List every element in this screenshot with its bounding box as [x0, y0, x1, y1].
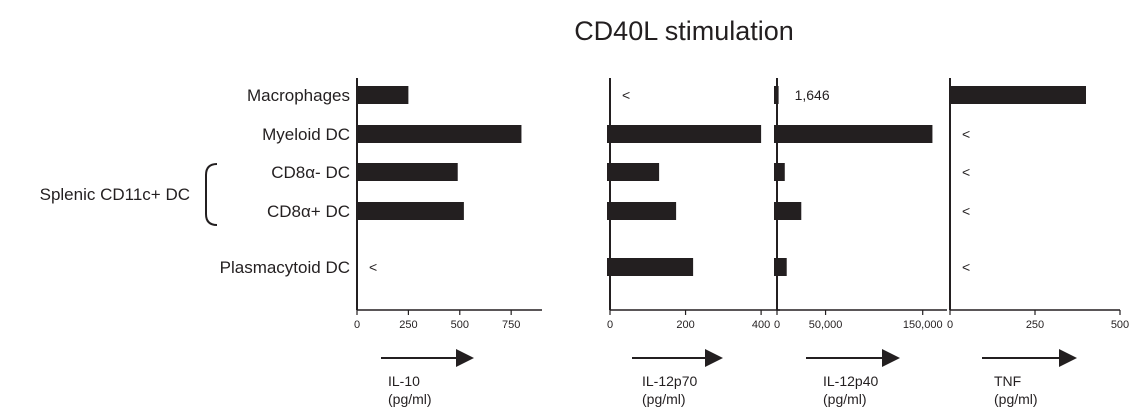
bar-il-12p40-cd8-dc: [774, 163, 785, 181]
arrow-head-tnf: [1059, 349, 1077, 367]
bar-il-12p70-myeloid-dc: [607, 125, 762, 143]
bar-il-12p40-macrophages: [774, 86, 779, 104]
tick-label-tnf: 0: [947, 319, 953, 331]
bar-il-12p40-plasmacytoid-dc: [774, 258, 787, 276]
panel-tnf: 0 250 500 < < < < TNF (pg/ml): [947, 78, 1129, 407]
tick-label-il-10: 0: [354, 319, 360, 331]
bar-il-10-cd8-dc: [357, 202, 464, 220]
arrow-head-il-10: [456, 349, 474, 367]
annotation-tnf-plasmacytoid-dc: <: [962, 259, 970, 275]
annotation-il-12p70-macrophages: <: [622, 87, 630, 103]
chart-title: CD40L stimulation: [574, 16, 794, 46]
chart-panels: Macrophages Myeloid DC CD8α- DC CD8α+ DC Pla…: [220, 78, 1129, 407]
bar-il-10-macrophages: [357, 86, 409, 104]
bar-il-12p40-cd8-dc: [774, 202, 802, 220]
unit-label-il-12p40: (pg/ml): [823, 391, 867, 407]
bar-il-10-cd8-dc: [357, 163, 458, 181]
category-label-cd8-dc: CD8α+ DC: [267, 202, 350, 221]
tick-label-il-12p70: 0: [607, 319, 613, 331]
panel-il-10: 0 250 500 750 < IL-10 (pg/ml): [354, 78, 542, 407]
category-label-cd8-dc: CD8α- DC: [271, 163, 350, 182]
annotation-il-12p40-macrophages: 1,646: [795, 87, 830, 103]
annotation-tnf-cd8-dc: <: [962, 164, 970, 180]
bar-il-12p70-plasmacytoid-dc: [607, 258, 694, 276]
annotation-il-10-plasmacytoid-dc: <: [369, 259, 377, 275]
tick-label-il-10: 250: [399, 319, 417, 331]
arrow-head-il-12p70: [705, 349, 723, 367]
tick-label-tnf: 250: [1026, 319, 1044, 331]
bar-il-12p40-myeloid-dc: [774, 125, 933, 143]
annotation-tnf-myeloid-dc: <: [962, 126, 970, 142]
cytokine-label-il-12p40: IL-12p40: [823, 373, 878, 389]
arrow-head-il-12p40: [882, 349, 900, 367]
panel-il-12p70: 0 200 400 < IL-12p70 (pg/ml): [607, 78, 780, 407]
tick-label-il-12p40: 0: [774, 319, 780, 331]
cytokine-label-tnf: TNF: [994, 373, 1021, 389]
category-label-myeloid-dc: Myeloid DC: [262, 125, 350, 144]
category-label-macrophages: Macrophages: [247, 86, 350, 105]
group-label: Splenic CD11c+ DC: [40, 185, 190, 204]
tick-label-il-12p40: 50,000: [809, 319, 843, 331]
tick-label-il-10: 500: [451, 319, 469, 331]
annotation-tnf-cd8-dc: <: [962, 203, 970, 219]
bar-il-12p70-cd8-dc: [607, 163, 660, 181]
category-label-plasmacytoid-dc: Plasmacytoid DC: [220, 258, 350, 277]
tick-label-il-12p70: 400: [752, 319, 770, 331]
unit-label-tnf: (pg/ml): [994, 391, 1038, 407]
unit-label-il-10: (pg/ml): [388, 391, 432, 407]
cytokine-label-il-10: IL-10: [388, 373, 420, 389]
tick-label-il-12p70: 200: [676, 319, 694, 331]
bar-il-10-myeloid-dc: [357, 125, 522, 143]
tick-label-tnf: 500: [1111, 319, 1129, 331]
group-bracket: [205, 163, 218, 226]
tick-label-il-10: 750: [502, 319, 520, 331]
bar-tnf-macrophages: [950, 86, 1086, 104]
cytokine-label-il-12p70: IL-12p70: [642, 373, 697, 389]
tick-label-il-12p40: 150,000: [903, 319, 943, 331]
bar-il-12p70-cd8-dc: [607, 202, 677, 220]
panel-il-12p40: 0 50,000 150,000 1,646 IL-12p40 (pg/ml): [774, 78, 947, 407]
unit-label-il-12p70: (pg/ml): [642, 391, 686, 407]
